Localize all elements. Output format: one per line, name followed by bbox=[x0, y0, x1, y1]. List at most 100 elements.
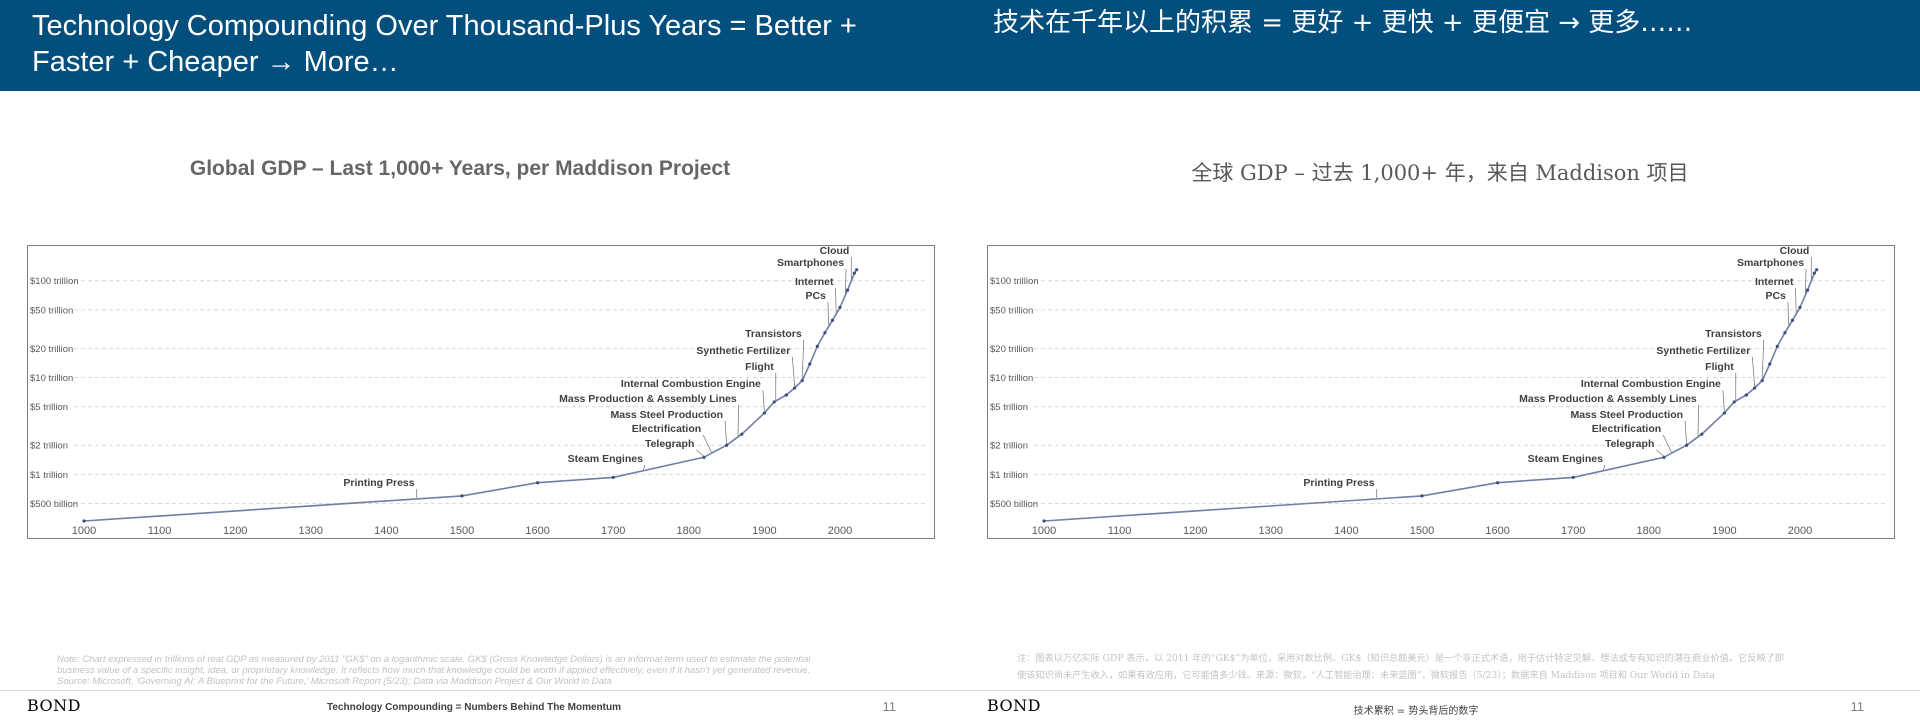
x-tick-label: 1700 bbox=[1561, 525, 1585, 537]
annotation-label: Mass Steel Production bbox=[610, 409, 723, 421]
annotation-leader bbox=[1722, 389, 1725, 413]
x-tick-label: 1500 bbox=[1410, 525, 1434, 537]
annotation-leader bbox=[1656, 449, 1665, 457]
y-tick-label: $10 trillion bbox=[990, 373, 1033, 384]
gdp-chart: $500 billion $1 trillion $2 trillion $5 tri… bbox=[987, 245, 1895, 539]
gdp-data-point bbox=[460, 494, 464, 498]
annotation-label: Electrification bbox=[1592, 423, 1661, 435]
note-line: Note: Chart expressed in trillions of re… bbox=[57, 654, 811, 665]
gdp-data-point bbox=[702, 455, 706, 459]
annotation-label: PCs bbox=[805, 290, 826, 302]
annotation-label: Internal Combustion Engine bbox=[621, 378, 761, 390]
gdp-data-point bbox=[1805, 288, 1810, 292]
y-tick-label: $5 trillion bbox=[30, 402, 68, 413]
gdp-data-point bbox=[1768, 362, 1772, 366]
annotation-leader bbox=[737, 404, 740, 436]
x-tick-label: 2000 bbox=[1788, 525, 1812, 537]
x-tick-label: 1000 bbox=[1032, 525, 1056, 537]
y-tick-label: $100 trillion bbox=[30, 276, 79, 287]
title-banner: Technology Compounding Over Thousand-Plu… bbox=[0, 0, 960, 91]
annotation-label: Telegraph bbox=[1605, 438, 1654, 450]
annotation-leader bbox=[643, 464, 646, 470]
annotation-label: Mass Steel Production bbox=[1570, 409, 1683, 421]
source-line: Source: Microsoft, 'Governing AI: A Blue… bbox=[57, 676, 612, 687]
annotation-label: Cloud bbox=[1780, 246, 1810, 257]
annotation-label: Telegraph bbox=[645, 438, 694, 450]
gdp-data-point bbox=[1783, 331, 1787, 335]
chart-title: Global GDP – Last 1,000+ Years, per Madd… bbox=[189, 157, 731, 180]
gdp-chart: $500 billion $1 trillion $2 trillion $5 tri… bbox=[27, 245, 935, 539]
english-slide: Technology Compounding Over Thousand-Plu… bbox=[0, 0, 960, 715]
gdp-data-point bbox=[1685, 443, 1689, 447]
footer-divider bbox=[960, 690, 1920, 691]
x-tick-label: 1400 bbox=[374, 525, 398, 537]
x-tick-label: 1700 bbox=[601, 525, 625, 537]
chart-note: Note: Chart expressed in trillions of re… bbox=[57, 654, 917, 687]
gdp-data-point bbox=[855, 268, 859, 272]
annotation-leader bbox=[1697, 404, 1700, 436]
annotation-label: Smartphones bbox=[1737, 257, 1804, 269]
x-tick-label: 1100 bbox=[1108, 525, 1132, 537]
gdp-data-point bbox=[772, 400, 776, 404]
y-tick-label: $50 trillion bbox=[990, 305, 1033, 316]
annotation-leader bbox=[827, 301, 830, 326]
y-tick-label: $20 trillion bbox=[30, 344, 73, 355]
annotation-leader bbox=[702, 434, 712, 453]
annotation-label: Synthetic Fertilizer bbox=[696, 345, 790, 357]
bond-logo: BOND bbox=[27, 696, 81, 715]
x-tick-label: 1900 bbox=[1712, 525, 1736, 537]
gdp-data-point bbox=[725, 443, 729, 447]
gdp-data-point bbox=[1790, 318, 1795, 322]
slide-title: 技术在千年以上的积累 = 更好 + 更快 + 更便宜 → 更多…… bbox=[993, 8, 1693, 38]
annotation-label: Internet bbox=[1755, 276, 1794, 288]
gdp-data-point bbox=[800, 378, 804, 383]
gdp-data-point bbox=[1753, 386, 1757, 390]
gdp-data-point bbox=[82, 519, 86, 523]
annotation-leader bbox=[762, 389, 765, 413]
annotation-leader bbox=[1795, 287, 1797, 313]
annotation-label: Flight bbox=[1705, 361, 1734, 373]
y-tick-label: $500 billion bbox=[990, 499, 1038, 510]
x-tick-label: 1500 bbox=[450, 525, 474, 537]
note-line: 注：图表以万亿实际 GDP 表示，以 2011 年的“GK$”为单位，采用对数比… bbox=[1017, 653, 1784, 664]
page-number: 11 bbox=[1850, 699, 1865, 714]
annotation-label: Internal Combustion Engine bbox=[1581, 378, 1721, 390]
x-tick-label: 2000 bbox=[828, 525, 852, 537]
gdp-data-point bbox=[740, 432, 744, 436]
gdp-series-line bbox=[1043, 269, 1818, 522]
x-tick-label: 1800 bbox=[1637, 525, 1661, 537]
y-tick-label: $100 trillion bbox=[990, 276, 1039, 287]
y-tick-label: $50 trillion bbox=[30, 305, 73, 316]
annotation-leader bbox=[791, 356, 796, 388]
gdp-data-point bbox=[1775, 344, 1779, 348]
annotation-leader bbox=[724, 420, 727, 445]
gdp-data-point bbox=[536, 481, 540, 485]
annotation-label: Internet bbox=[795, 276, 834, 288]
gdp-data-point bbox=[815, 344, 819, 348]
annotation-leader bbox=[835, 287, 837, 313]
x-tick-label: 1300 bbox=[1259, 525, 1283, 537]
gdp-data-point bbox=[838, 305, 842, 310]
annotation-label: Mass Production & Assembly Lines bbox=[1519, 393, 1697, 405]
gdp-data-point bbox=[793, 386, 797, 390]
annotation-label: PCs bbox=[1765, 290, 1786, 302]
x-tick-label: 1400 bbox=[1334, 525, 1358, 537]
gdp-data-point bbox=[1700, 432, 1704, 436]
annotation-leader bbox=[1751, 356, 1756, 388]
footer-divider bbox=[0, 690, 960, 691]
annotation-label: Mass Production & Assembly Lines bbox=[559, 393, 737, 405]
y-tick-label: $20 trillion bbox=[990, 344, 1033, 355]
annotation-leader bbox=[1603, 464, 1606, 470]
gdp-series-line bbox=[83, 269, 858, 522]
gdp-data-point bbox=[852, 271, 856, 275]
x-tick-label: 1600 bbox=[525, 525, 549, 537]
annotation-label: Printing Press bbox=[343, 477, 414, 489]
annotation-leader bbox=[1761, 339, 1765, 380]
annotation-leader bbox=[696, 449, 705, 457]
annotation-label: Synthetic Fertilizer bbox=[1656, 345, 1750, 357]
gdp-data-point bbox=[1798, 305, 1802, 310]
annotation-label: Cloud bbox=[820, 246, 850, 257]
annotation-leader bbox=[1662, 434, 1672, 453]
y-tick-label: $5 trillion bbox=[990, 402, 1028, 413]
annotation-label: Steam Engines bbox=[568, 453, 643, 465]
